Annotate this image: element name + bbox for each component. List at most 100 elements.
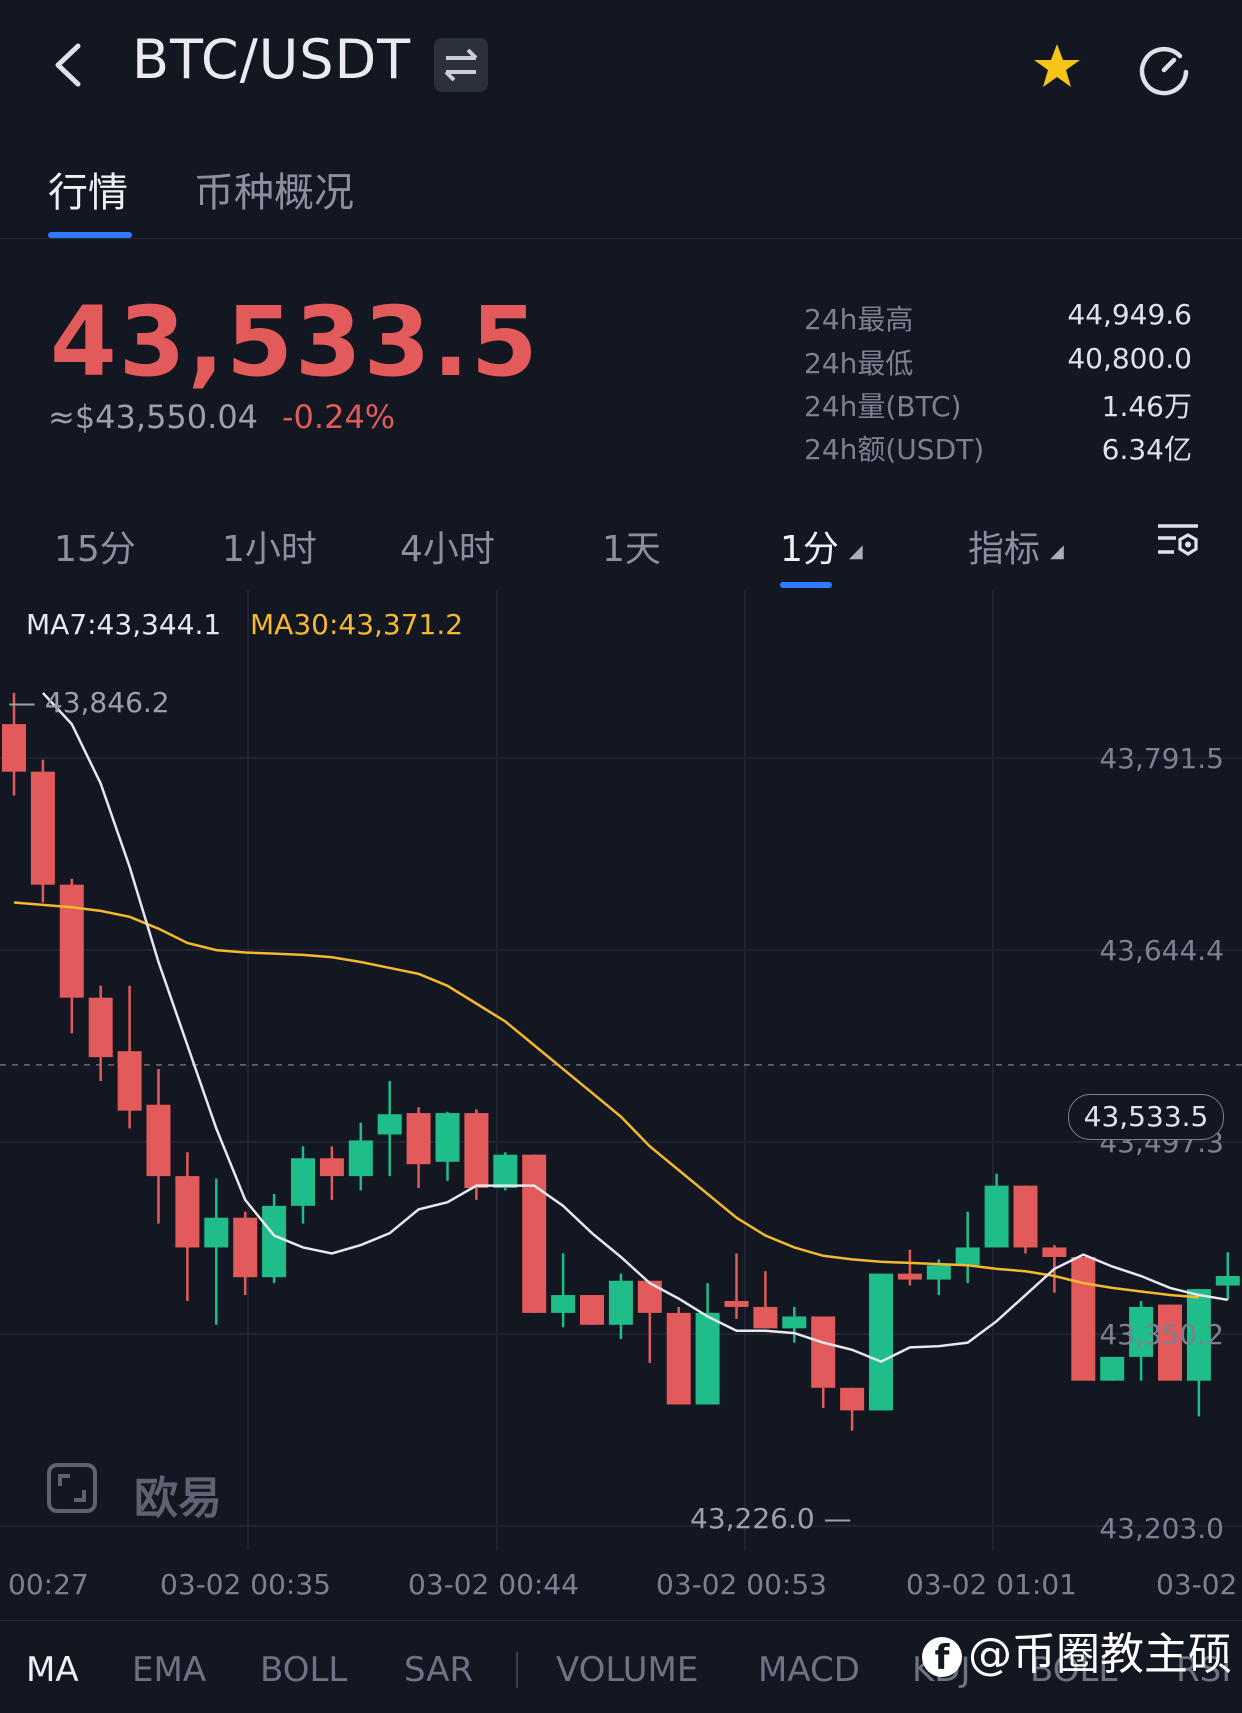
candle-body — [1129, 1306, 1154, 1357]
x-tick-label: 00:27 — [8, 1568, 89, 1601]
candle-body — [1013, 1185, 1038, 1248]
indicator-boll-sub[interactable]: BOLL — [1030, 1650, 1118, 1690]
candle-body — [724, 1300, 749, 1307]
candle-body — [262, 1205, 287, 1278]
indicator-ema[interactable]: EMA — [132, 1650, 207, 1690]
stat-label-volume: 24h量(BTC) — [804, 390, 962, 423]
change-percent: -0.24% — [282, 398, 396, 436]
candle-body — [984, 1185, 1009, 1248]
credit-logo-icon: f — [922, 1637, 962, 1678]
back-arrow-icon[interactable] — [48, 40, 88, 90]
stat-value-high: 44,949.6 — [1067, 298, 1192, 331]
ma30-line — [13, 901, 1200, 1299]
candle-body — [1042, 1247, 1067, 1257]
low-marker: 43,226.0 — — [690, 1502, 852, 1535]
candle-body — [811, 1316, 836, 1388]
stat-label-turnover: 24h额(USDT) — [804, 433, 985, 466]
candle-body — [1215, 1276, 1240, 1286]
indicator-rsi[interactable]: RSI — [1176, 1650, 1232, 1690]
refresh-icon[interactable] — [1136, 40, 1192, 96]
indicator-dropdown[interactable]: 指标 ◢ — [968, 520, 1064, 572]
candle-body — [59, 884, 84, 998]
candle-body — [926, 1265, 951, 1280]
indicator-separator — [516, 1652, 518, 1688]
y-tick-label: 43,644.4 — [1099, 934, 1224, 967]
watermark-text: 欧易 — [134, 1473, 222, 1524]
y-tick-label: 43,350.2 — [1099, 1318, 1224, 1351]
pair-title[interactable]: BTC/USDT — [132, 28, 412, 91]
candle-body — [522, 1154, 547, 1313]
interval-4h[interactable]: 4小时 — [400, 529, 495, 570]
credit-text: @币圈教主硕 — [968, 1629, 1232, 1680]
ma7-legend: MA7:43,344.1 — [26, 608, 222, 641]
candle-body — [175, 1176, 200, 1248]
candle-body — [1158, 1304, 1182, 1381]
last-price: 43,533.5 — [50, 286, 540, 398]
x-tick-label: 03-02 00:53 — [656, 1568, 827, 1601]
candle-body — [608, 1280, 633, 1325]
x-tick-label: 03-02 01:01 — [906, 1568, 1077, 1601]
candle-body — [840, 1387, 865, 1411]
candle-body — [637, 1280, 662, 1313]
candle-body — [291, 1158, 315, 1206]
interval-active-indicator — [780, 582, 832, 588]
high-marker-value: 43,846.2 — [44, 686, 170, 719]
candle-body — [146, 1104, 171, 1177]
tab-active-indicator — [48, 232, 132, 238]
low-marker-value: 43,226.0 — [690, 1502, 815, 1535]
candle-body — [1100, 1356, 1125, 1381]
x-tick-label: 03-02 00:44 — [408, 1568, 579, 1601]
candle-body — [1186, 1289, 1211, 1381]
candle-body — [753, 1306, 778, 1329]
indicator-boll[interactable]: BOLL — [260, 1650, 348, 1690]
stat-value-volume: 1.46万 — [1101, 390, 1192, 423]
indicator-volume[interactable]: VOLUME — [556, 1650, 699, 1690]
candle-body — [955, 1247, 980, 1266]
triangle-down-icon: ◢ — [1050, 540, 1064, 562]
interval-15m[interactable]: 15分 — [54, 529, 136, 570]
indicator-macd[interactable]: MACD — [758, 1650, 860, 1690]
high-marker: — 43,846.2 — [8, 686, 170, 719]
interval-1m-label: 1分 — [780, 529, 839, 570]
candle-body — [695, 1312, 720, 1405]
stat-value-low: 40,800.0 — [1067, 342, 1192, 375]
candle-body — [319, 1158, 344, 1177]
swap-pair-button[interactable] — [434, 38, 488, 92]
tab-market[interactable]: 行情 — [48, 170, 128, 216]
indicator-dropdown-label: 指标 — [968, 529, 1041, 570]
candle-body — [782, 1316, 807, 1329]
candle-body — [551, 1295, 576, 1313]
expand-frame-icon — [47, 1463, 97, 1513]
x-tick-label: 03-02 00:35 — [160, 1568, 331, 1601]
ma30-legend: MA30:43,371.2 — [250, 608, 464, 641]
stat-label-low: 24h最低 — [804, 347, 914, 380]
y-tick-label: 43,203.0 — [1099, 1512, 1224, 1545]
chart-settings-icon[interactable] — [1156, 518, 1200, 562]
candle-body — [88, 997, 113, 1058]
swap-arrows-icon — [444, 48, 478, 82]
candle-body — [204, 1217, 229, 1248]
candle-body — [377, 1114, 402, 1135]
candle-body — [435, 1113, 460, 1162]
candle-body — [580, 1295, 604, 1325]
interval-1d[interactable]: 1天 — [602, 529, 661, 570]
y-tick-label: 43,791.5 — [1099, 742, 1224, 775]
candle-body — [1071, 1256, 1096, 1381]
candle-body — [30, 771, 55, 885]
triangle-down-icon: ◢ — [848, 540, 863, 562]
ma7-line — [41, 692, 1229, 1364]
candle-body — [666, 1312, 691, 1405]
tab-coin-overview[interactable]: 币种概况 — [194, 170, 354, 216]
credit-watermark: f @币圈教主硕 — [922, 1618, 1232, 1682]
indicator-sar[interactable]: SAR — [404, 1650, 474, 1690]
header-divider — [0, 238, 1242, 239]
interval-1h[interactable]: 1小时 — [222, 529, 317, 570]
candle-body — [233, 1217, 258, 1278]
usd-equivalent: ≈$43,550.04 — [48, 398, 259, 436]
interval-1m[interactable]: 1分 ◢ — [780, 520, 863, 572]
candlestick-chart[interactable] — [0, 590, 1242, 1620]
star-icon[interactable] — [1030, 40, 1084, 94]
stat-label-high: 24h最高 — [804, 303, 914, 336]
candle-body — [869, 1273, 893, 1411]
indicator-ma[interactable]: MA — [26, 1650, 79, 1690]
